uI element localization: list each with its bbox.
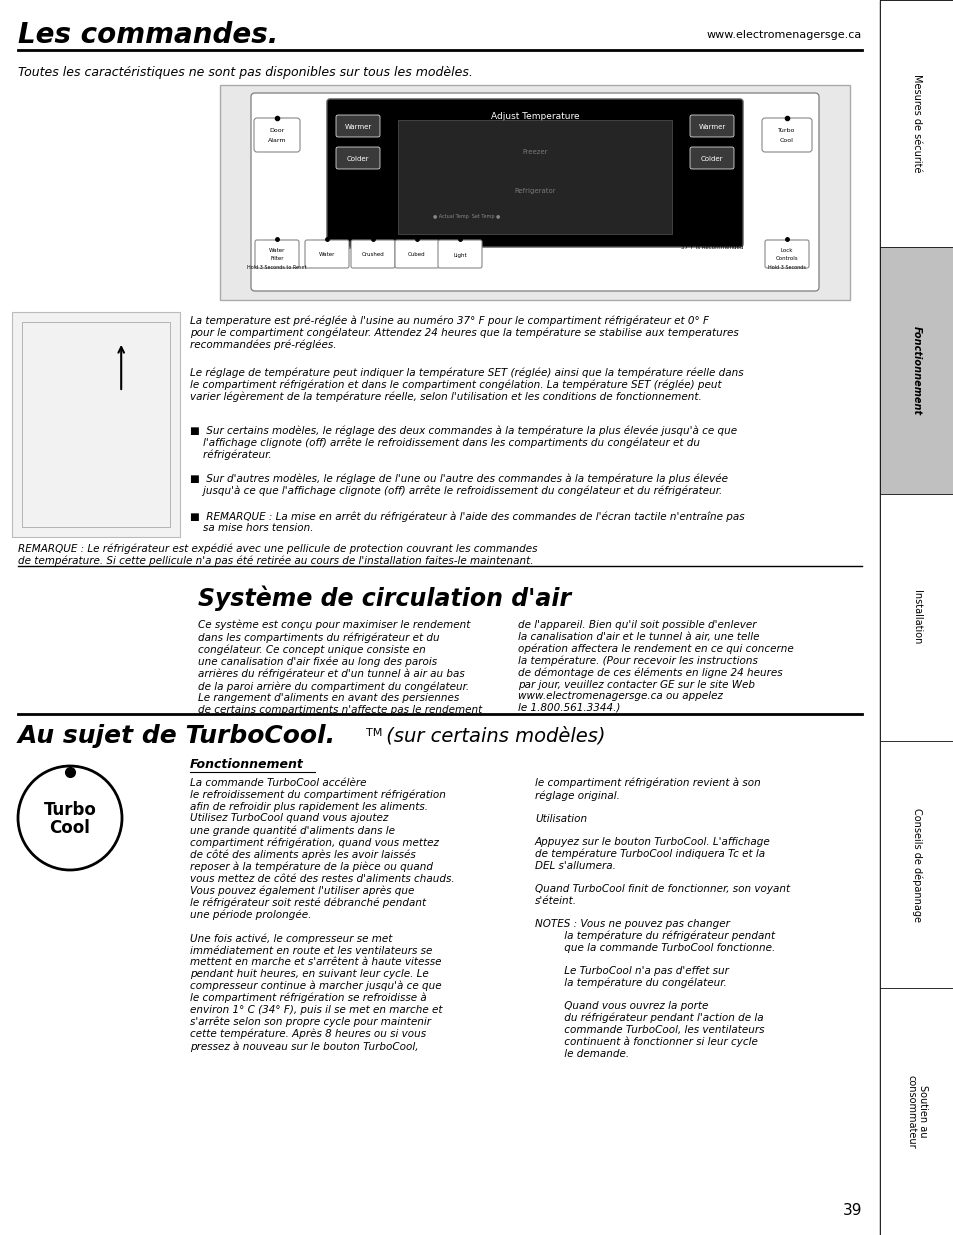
Bar	[879, 494, 953, 741]
Text: Hold 3 Seconds to Reset: Hold 3 Seconds to Reset	[247, 266, 307, 270]
Text: Système de circulation d'air: Système de circulation d'air	[198, 585, 571, 611]
Text: TM: TM	[366, 727, 382, 739]
Text: Les commandes.: Les commandes.	[18, 21, 278, 49]
Text: Adjust Temperature: Adjust Temperature	[490, 112, 578, 121]
Text: Freezer: Freezer	[521, 149, 547, 154]
Text: 0°F Is Recommended: 0°F Is Recommended	[328, 245, 387, 249]
Bar	[879, 741, 953, 988]
Text: ■  Sur certains modèles, le réglage des deux commandes à la température la plus : ■ Sur certains modèles, le réglage des d…	[190, 425, 737, 459]
FancyBboxPatch shape	[761, 119, 811, 152]
FancyBboxPatch shape	[335, 147, 379, 169]
Text: Cool: Cool	[780, 137, 793, 142]
Text: de l'appareil. Bien qu'il soit possible d'enlever
la canalisation d'air et le tu: de l'appareil. Bien qu'il soit possible …	[517, 620, 793, 713]
Text: www.electromenagersge.ca: www.electromenagersge.ca	[706, 30, 862, 40]
Text: Controls: Controls	[775, 256, 798, 261]
Text: Warmer: Warmer	[344, 124, 372, 130]
FancyBboxPatch shape	[395, 240, 438, 268]
Text: Toutes les caractéristiques ne sont pas disponibles sur tous les modèles.: Toutes les caractéristiques ne sont pas …	[18, 65, 473, 79]
FancyBboxPatch shape	[689, 147, 733, 169]
Text: Colder: Colder	[700, 156, 722, 162]
Text: Filter: Filter	[270, 256, 283, 261]
Text: 37°F Is Recommended: 37°F Is Recommended	[680, 245, 742, 249]
Text: ■  REMARQUE : La mise en arrêt du réfrigérateur à l'aide des commandes de l'écra: ■ REMARQUE : La mise en arrêt du réfrigé…	[190, 511, 744, 534]
FancyBboxPatch shape	[251, 93, 818, 291]
Text: Soutien au
consommateur: Soutien au consommateur	[905, 1074, 927, 1149]
Text: Lock: Lock	[780, 247, 792, 252]
Text: Alarm: Alarm	[268, 137, 286, 142]
Text: Water: Water	[269, 247, 285, 252]
Bar	[879, 247, 953, 494]
Text: Water: Water	[318, 252, 335, 258]
Text: Fonctionnement: Fonctionnement	[190, 758, 304, 771]
Text: ■  Sur d'autres modèles, le réglage de l'une ou l'autre des commandes à la tempé: ■ Sur d'autres modèles, le réglage de l'…	[190, 473, 727, 495]
FancyBboxPatch shape	[305, 240, 349, 268]
Text: La temperature est pré-réglée à l'usine au numéro 37° F pour le compartiment réf: La temperature est pré-réglée à l'usine …	[190, 315, 738, 350]
Text: (sur certains modèles): (sur certains modèles)	[379, 726, 605, 746]
Text: Le réglage de température peut indiquer la température SET (réglée) ainsi que la: Le réglage de température peut indiquer …	[190, 367, 742, 401]
FancyBboxPatch shape	[254, 240, 298, 268]
Text: Installation: Installation	[911, 590, 921, 645]
Bar	[397, 120, 671, 233]
FancyBboxPatch shape	[351, 240, 395, 268]
Text: Conseils de dépannage: Conseils de dépannage	[911, 808, 922, 921]
Bar	[12, 312, 180, 537]
Text: Hold 3 Seconds: Hold 3 Seconds	[767, 266, 805, 270]
Text: Colder: Colder	[346, 156, 369, 162]
FancyBboxPatch shape	[335, 115, 379, 137]
Circle shape	[18, 766, 122, 869]
Text: Cool: Cool	[50, 819, 91, 837]
FancyBboxPatch shape	[253, 119, 299, 152]
Text: Door: Door	[269, 127, 284, 132]
Text: Turbo: Turbo	[778, 127, 795, 132]
Text: Crushed: Crushed	[361, 252, 384, 258]
Text: Fonctionnement: Fonctionnement	[911, 326, 921, 415]
FancyBboxPatch shape	[437, 240, 481, 268]
Text: REMARQUE : Le réfrigérateur est expédié avec une pellicule de protection couvran: REMARQUE : Le réfrigérateur est expédié …	[18, 543, 537, 566]
Text: le compartiment réfrigération revient à son
réglage original.

Utilisation

Appu: le compartiment réfrigération revient à …	[535, 778, 789, 1058]
Text: ● Actual Temp  Set Temp ●: ● Actual Temp Set Temp ●	[433, 215, 499, 220]
Text: Mesures de sécurité: Mesures de sécurité	[911, 74, 921, 173]
Text: Refrigerator: Refrigerator	[514, 188, 556, 194]
FancyBboxPatch shape	[764, 240, 808, 268]
Text: Cubed: Cubed	[408, 252, 425, 258]
Bar	[879, 988, 953, 1235]
Text: Warmer: Warmer	[698, 124, 725, 130]
Text: Au sujet de TurboCool.: Au sujet de TurboCool.	[18, 724, 335, 748]
Text: La commande TurboCool accélère
le refroidissement du compartiment réfrigération
: La commande TurboCool accélère le refroi…	[190, 778, 455, 1051]
Bar	[879, 0, 953, 247]
Text: 39: 39	[841, 1203, 862, 1218]
Text: Turbo: Turbo	[44, 802, 96, 819]
FancyBboxPatch shape	[327, 99, 742, 247]
Bar	[879, 0, 953, 1235]
FancyBboxPatch shape	[689, 115, 733, 137]
Text: Ce système est conçu pour maximiser le rendement
dans les compartiments du réfri: Ce système est conçu pour maximiser le r…	[198, 620, 482, 715]
Bar	[220, 85, 849, 300]
Text: Light: Light	[453, 252, 466, 258]
Bar	[22, 322, 170, 527]
